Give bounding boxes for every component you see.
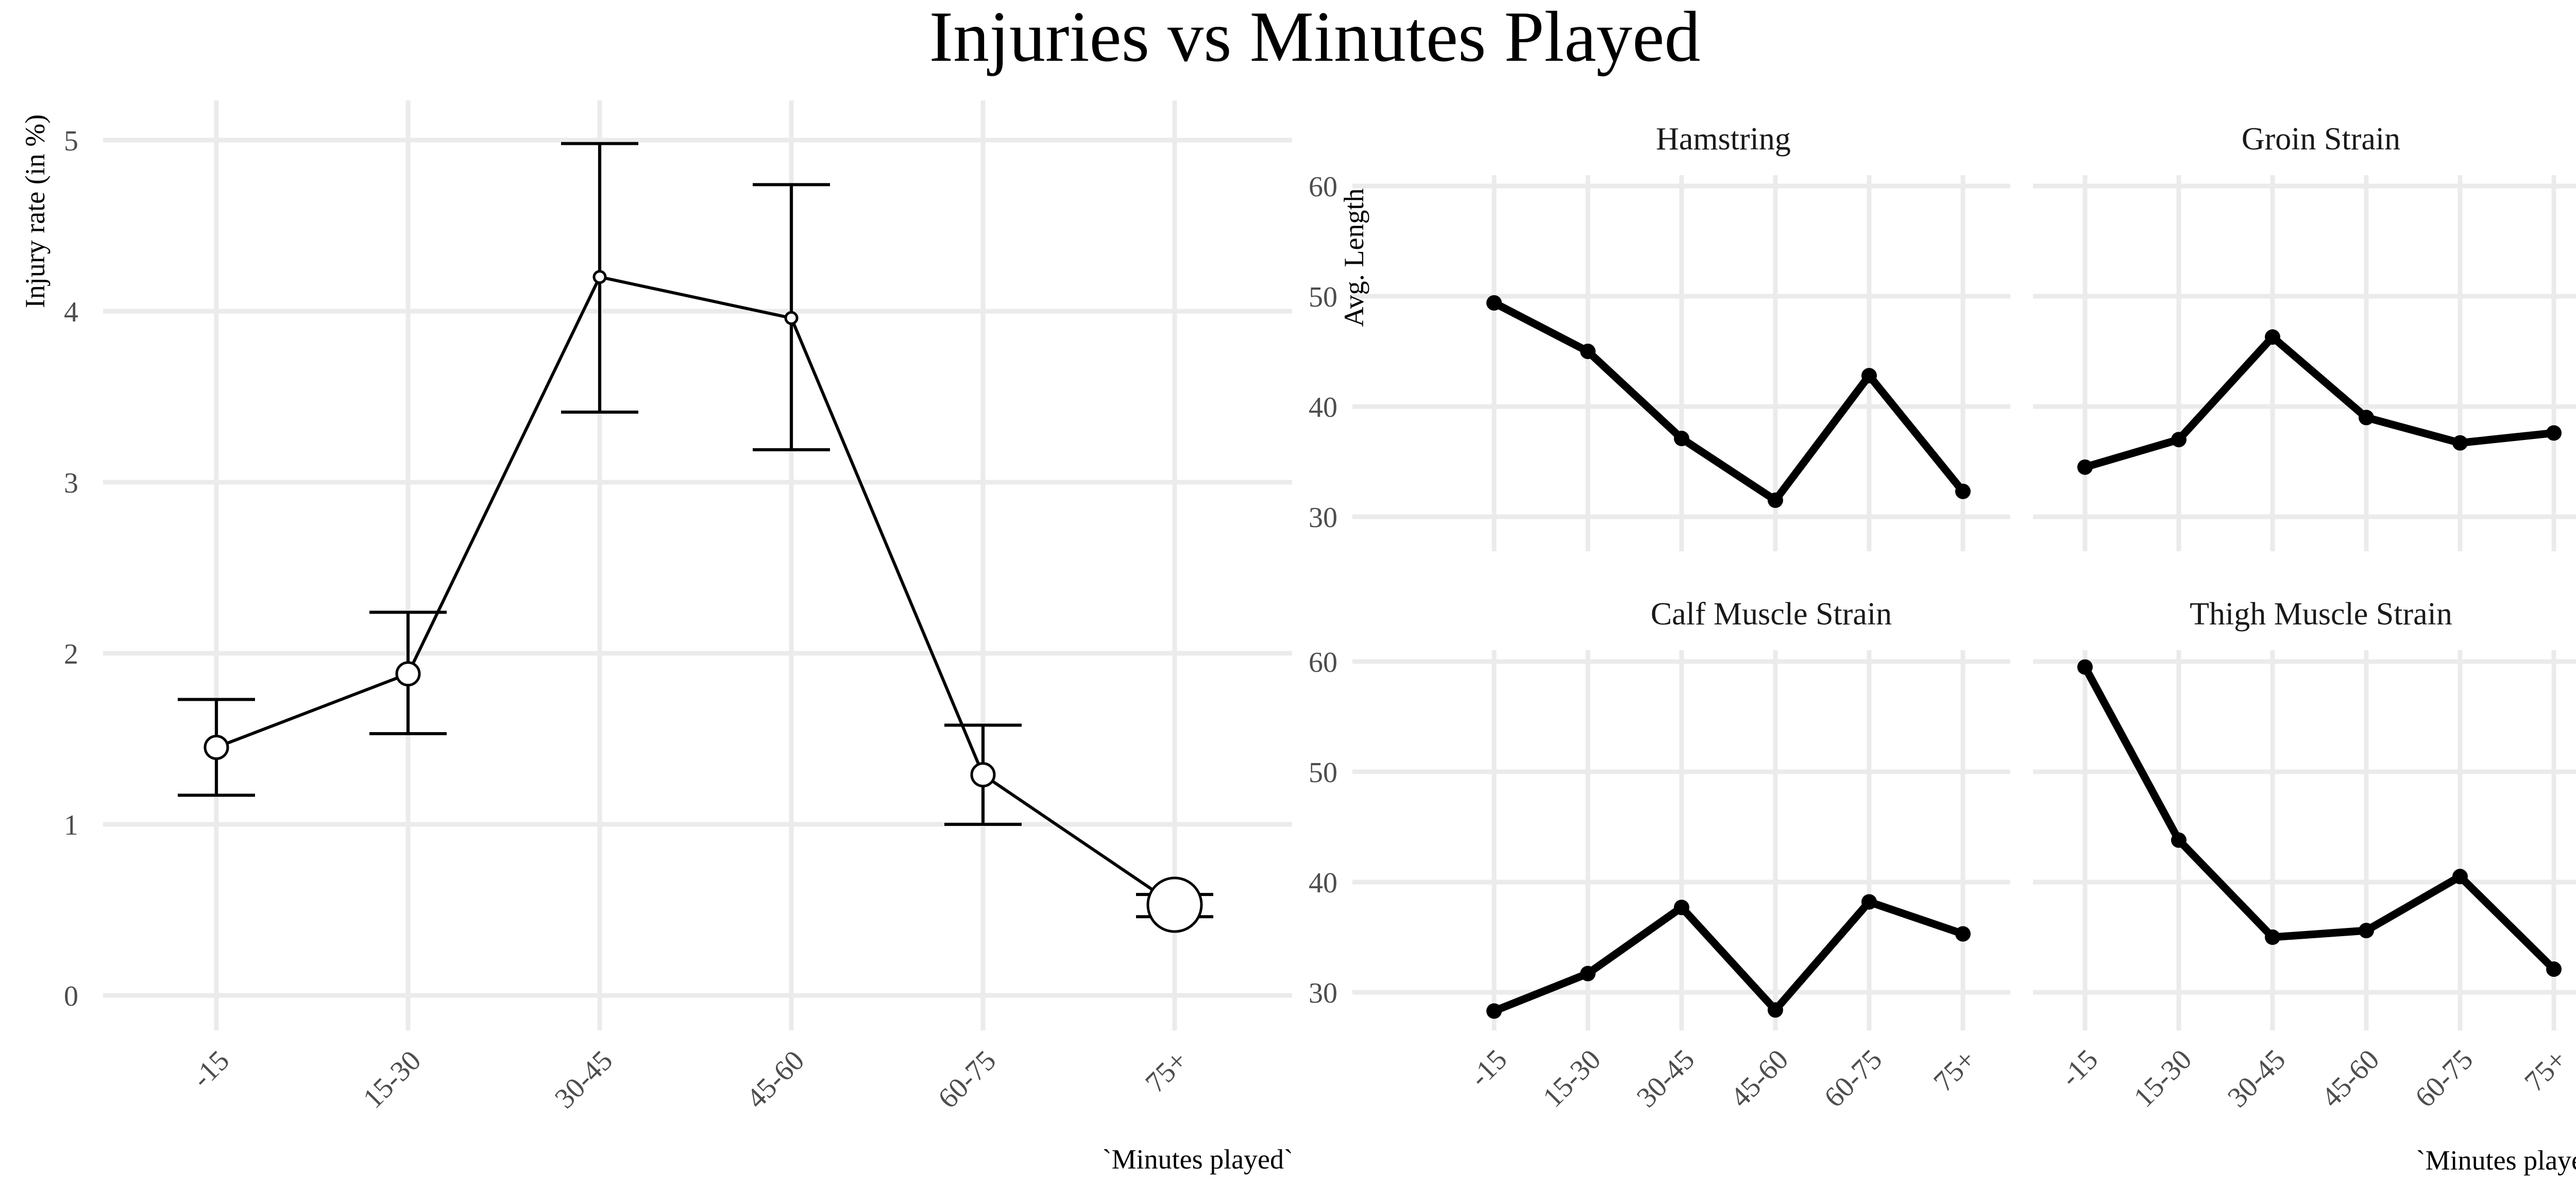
data-point [204, 735, 229, 760]
figure-title: Injuries vs Minutes Played [929, 0, 1700, 77]
data-point [2077, 659, 2093, 675]
facet-panel: 30 40 50 60 Hamstring [1309, 122, 2010, 551]
data-point [2452, 869, 2468, 885]
x-tick-label: 30-45 [1631, 1043, 1701, 1113]
data-point [2171, 832, 2187, 848]
y-tick-label: 60 [1309, 647, 1337, 679]
y-tick-label: 4 [64, 296, 78, 328]
x-tick-label: 45-60 [2315, 1043, 2385, 1113]
x-tick-label: 15-30 [1537, 1043, 1607, 1113]
data-point [2359, 923, 2374, 939]
facet-title: Thigh Muscle Strain [2190, 597, 2452, 632]
x-tick-label: 30-45 [549, 1044, 619, 1114]
data-point [970, 762, 996, 788]
data-point [1768, 492, 1783, 508]
data-point [784, 311, 799, 325]
data-point [2546, 961, 2562, 977]
data-point [2171, 432, 2187, 448]
x-tick-label: 30-45 [2222, 1043, 2292, 1113]
y-tick-label: 60 [1309, 171, 1337, 203]
data-point [1674, 431, 1689, 447]
data-point [1486, 1003, 1502, 1019]
data-point [592, 270, 607, 284]
y-tick-label: 2 [64, 638, 78, 670]
x-tick-label: 15-30 [357, 1044, 427, 1114]
data-point [2265, 329, 2280, 345]
data-point [1580, 344, 1596, 359]
y-tick-label: 30 [1309, 502, 1337, 534]
series-line [2083, 333, 2554, 471]
data-point [1861, 894, 1877, 910]
y-tick-label: 30 [1309, 977, 1337, 1009]
x-tick-label: 75+ [1927, 1043, 1982, 1098]
facet-y-axis-title: Avg. Length [1338, 189, 1369, 327]
y-tick-label: 3 [64, 467, 78, 499]
data-point [1486, 295, 1502, 311]
data-point [1955, 483, 1971, 499]
x-tick-label: 75+ [2518, 1043, 2573, 1098]
data-point [1674, 900, 1689, 916]
injury-rate-panel: 0 1 2 3 4 5 Injury rate (in %) -15 15-30 30-45 45-… [20, 100, 1292, 1115]
avg-length-facet-panels: 30 40 50 60 Hamstring Groin Strain 30 40 50 60 Cal… [1309, 122, 2576, 1114]
left-x-axis-title: `Minutes played` [1103, 1144, 1293, 1175]
data-point [2546, 425, 2562, 441]
facet-title: Hamstring [1656, 122, 1791, 157]
x-tick-label: 60-75 [932, 1044, 1002, 1114]
x-tick-label: 45-60 [1724, 1043, 1794, 1113]
x-tick-label: 60-75 [1818, 1043, 1888, 1113]
left-y-axis-title: Injury rate (in %) [20, 114, 50, 308]
x-tick-label: 45-60 [740, 1044, 810, 1114]
facet-title: Calf Muscle Strain [1651, 597, 1892, 632]
x-tick-label: -15 [2055, 1043, 2105, 1093]
right-x-axis-title: `Minutes played` [2416, 1145, 2576, 1176]
series-line [1493, 898, 1964, 1015]
data-point [2359, 410, 2374, 426]
facet-panel: Thigh Muscle Strain -15 15-30 30-45 45-60 60-… [2033, 597, 2576, 1114]
data-point [1768, 1002, 1783, 1018]
y-tick-label: 40 [1309, 392, 1337, 424]
series-line [215, 275, 1176, 906]
data-point [2452, 435, 2468, 451]
facet-panel: 30 40 50 60 Calf Muscle Strain -15 15-30 30-45 4… [1309, 597, 2010, 1114]
y-tick-label: 50 [1309, 757, 1337, 789]
data-point [1146, 876, 1203, 933]
data-point [1955, 926, 1971, 942]
data-point [1580, 966, 1596, 981]
facet-panel: Groin Strain [2033, 122, 2576, 551]
y-tick-label: 5 [64, 125, 78, 157]
x-tick-label: -15 [186, 1044, 236, 1094]
y-tick-label: 50 [1309, 281, 1337, 313]
data-point [395, 661, 421, 687]
y-tick-label: 1 [64, 809, 78, 841]
data-point [2265, 929, 2280, 945]
series-line [1492, 299, 1966, 504]
y-tick-label: 0 [64, 980, 78, 1012]
data-point [2077, 459, 2093, 475]
x-tick-label: 60-75 [2409, 1043, 2479, 1113]
x-tick-label: 15-30 [2128, 1043, 2198, 1113]
facet-title: Groin Strain [2242, 122, 2400, 157]
x-tick-label: 75+ [1139, 1044, 1194, 1099]
series-line [2081, 665, 2557, 972]
x-tick-label: -15 [1464, 1043, 1514, 1093]
y-tick-label: 40 [1309, 867, 1337, 899]
data-point [1861, 368, 1877, 384]
